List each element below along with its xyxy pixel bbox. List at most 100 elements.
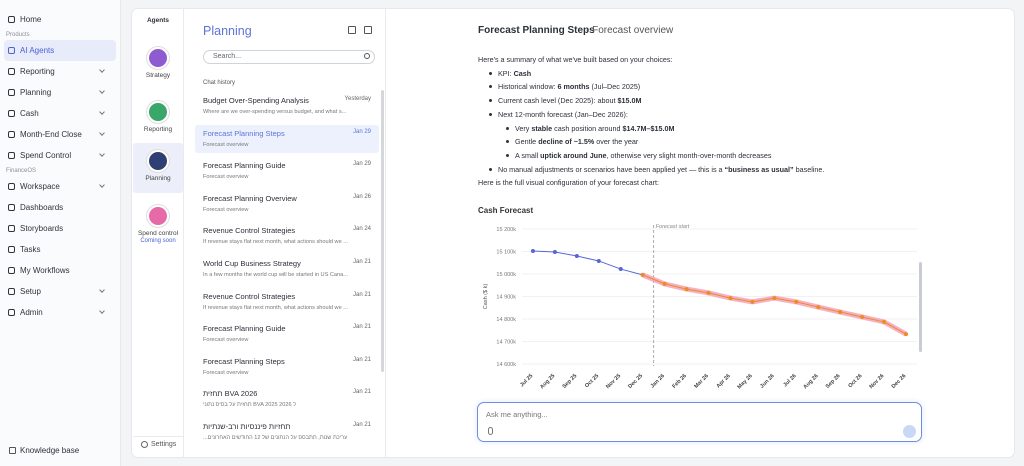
chat-title: Budget Over-Spending Analysis (203, 96, 309, 105)
nav-item[interactable]: My Workflows (4, 260, 116, 281)
summary-line: Gentle decline of ~1.5% over the year (505, 137, 638, 146)
text-run: uptick around June (540, 150, 607, 160)
summary-line: No manual adjustments or scenarios have … (488, 165, 824, 174)
agent[interactable]: Strategy (133, 40, 183, 90)
point (618, 267, 623, 272)
chevron (99, 67, 105, 73)
chat-item[interactable]: Forecast Planning Guide Jan 29 Forecast ov… (195, 157, 379, 185)
chat-preview: Forecast overview (203, 141, 249, 148)
nav-icon (8, 204, 15, 211)
agent[interactable]: Spend control Coming soon (133, 198, 183, 248)
nav-label: Month-End Close (20, 130, 82, 139)
summary-line: Here is the full visual configuration of… (478, 178, 659, 187)
agent-label: Planning (145, 175, 171, 182)
attach-icon[interactable] (488, 427, 493, 435)
nav-item[interactable]: Planning (4, 82, 116, 103)
x-tick-label: Sep 25 (561, 373, 578, 390)
chat-list (192, 8, 386, 458)
chat-item[interactable]: Revenue Control Strategies Jan 21 If reven… (195, 288, 379, 316)
chat-item[interactable]: Forecast Planning Guide Jan 21 Forecast ov… (195, 320, 379, 348)
text-run: (Jul–Dec 2025) (589, 82, 641, 92)
x-tick-label: Jan 26 (650, 373, 666, 389)
nav-icon (8, 47, 15, 54)
chat-preview: תחזית על בסיס נתוני BVA 2025 ל 2026 (203, 402, 297, 409)
nav-item[interactable]: Setup (4, 281, 116, 302)
chat-item[interactable]: Revenue Control Strategies Jan 24 If reven… (195, 222, 379, 250)
y-tick-label: 15 200k (496, 227, 516, 233)
chat-preview: If revenue stays flat next month, what a… (203, 239, 348, 246)
nav-item[interactable]: Storyboards (4, 218, 116, 239)
point (904, 332, 909, 337)
agents-column (131, 8, 184, 458)
nav-label: Setup (20, 287, 41, 296)
chat-title: Forecast Planning Steps (203, 128, 285, 138)
panel-icon[interactable] (348, 26, 356, 34)
chat-item[interactable]: Forecast Planning Steps Jan 29 Forecast ov… (195, 124, 379, 153)
agent-label: Reporting (143, 126, 173, 133)
chat-date: Jan 21 (352, 259, 371, 265)
chat-preview: Forecast overview (203, 174, 249, 181)
nav: Home Products AI Agents Reporting Planning Ca… (4, 9, 116, 323)
new-chat-icon[interactable] (364, 26, 372, 34)
chat-date: Jan 26 (352, 193, 371, 200)
agent-badge: Coming soon (140, 238, 176, 244)
agent[interactable]: Planning (133, 143, 183, 193)
summary-line: Very stable cash position around $14.7M–… (505, 123, 674, 133)
y-tick-label: 14 800k (496, 317, 516, 323)
chat-input[interactable] (477, 402, 922, 442)
nav-label: My Workflows (20, 266, 70, 275)
text-run: Next 12-month forecast (Jan–Dec 2026): (498, 109, 628, 119)
point (772, 296, 777, 301)
chat-item[interactable]: תחזיות פיננסיות ורב-שנתיות Jan 21 ...עריכת… (195, 418, 379, 446)
y-tick-label: 14 600k (496, 362, 516, 368)
x-tick-label: Dec 25 (627, 373, 644, 390)
chat-item[interactable]: תחזית BVA 2026 Jan 21 תחזית על בסיס נתוני … (195, 385, 379, 413)
send-button[interactable] (903, 425, 916, 438)
avatar (147, 205, 169, 227)
nav-item[interactable]: Admin (4, 302, 116, 323)
nav-item[interactable]: Spend Control (4, 145, 116, 166)
text-run: Current cash level (Dec 2025): about (498, 96, 618, 106)
chat-item[interactable]: Budget Over-Spending Analysis Yesterday Wh… (195, 92, 379, 120)
text-run: Historical window: (498, 82, 558, 92)
chat-input-placeholder: Ask me anything... (486, 410, 548, 419)
search-input[interactable]: Search... (203, 50, 375, 64)
point (816, 305, 821, 310)
nav-item[interactable]: Tasks (4, 239, 116, 260)
text-run: Very (515, 123, 532, 133)
point (640, 272, 645, 277)
nav-label: Home (20, 15, 42, 24)
nav-icon (8, 152, 15, 159)
x-tick-label: Nov 26 (868, 373, 885, 390)
chat-item[interactable]: Forecast Planning Steps Jan 21 Forecast ov… (195, 353, 379, 381)
scrollbar (381, 90, 384, 372)
summary-line: Current cash level (Dec 2025): about $15… (488, 96, 641, 106)
nav-icon (8, 225, 15, 232)
nav-icon (8, 16, 15, 23)
settings[interactable]: Settings (151, 441, 177, 448)
agent[interactable]: Reporting (133, 94, 183, 144)
nav-item[interactable]: Cash (4, 103, 116, 124)
nav-label: Tasks (20, 245, 41, 254)
summary-line: A small uptick around June, otherwise ve… (505, 150, 771, 160)
nav-item[interactable]: Month-End Close (4, 124, 116, 145)
nav-item[interactable]: Home (4, 9, 116, 30)
nav-icon (8, 89, 15, 96)
nav-item[interactable]: Workspace (4, 176, 116, 197)
chat-preview: Forecast overview (203, 206, 249, 213)
text-run: Cash (513, 68, 532, 78)
knowledge-base[interactable]: Knowledge base (20, 446, 80, 455)
chevron (99, 109, 105, 115)
chat-item[interactable]: World Cup Business Strategy Jan 21 In a fe… (195, 255, 379, 283)
chart-title: Cash Forecast (478, 206, 534, 215)
nav-item[interactable]: Dashboards (4, 197, 116, 218)
chat-title: Forecast Planning Guide (203, 161, 286, 171)
chat-history-label: Chat history (203, 80, 236, 86)
summary-line: Historical window: 6 months (Jul–Dec 202… (488, 82, 641, 92)
chat-list-title: Planning (203, 24, 252, 38)
nav-item[interactable]: AI Agents (4, 40, 116, 61)
nav-item[interactable]: Reporting (4, 61, 116, 82)
nav-label: Cash (20, 109, 39, 118)
point (838, 310, 843, 315)
chat-item[interactable]: Forecast Planning Overview Jan 26 Forecast… (195, 190, 379, 218)
